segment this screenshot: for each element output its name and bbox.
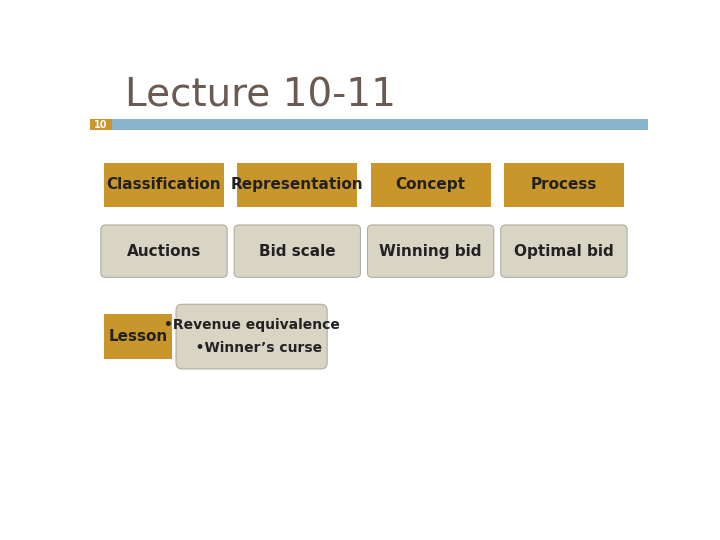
FancyBboxPatch shape <box>500 225 627 278</box>
FancyBboxPatch shape <box>371 163 490 207</box>
FancyBboxPatch shape <box>101 225 228 278</box>
FancyBboxPatch shape <box>238 163 357 207</box>
FancyBboxPatch shape <box>104 314 172 359</box>
Text: 10: 10 <box>94 120 107 130</box>
FancyBboxPatch shape <box>234 225 361 278</box>
Text: Optimal bid: Optimal bid <box>514 244 613 259</box>
FancyBboxPatch shape <box>176 304 327 369</box>
Text: Winning bid: Winning bid <box>379 244 482 259</box>
Text: Lesson: Lesson <box>109 329 168 344</box>
Text: Representation: Representation <box>231 178 364 192</box>
FancyBboxPatch shape <box>504 163 624 207</box>
Text: •Revenue equivalence
   •Winner’s curse: •Revenue equivalence •Winner’s curse <box>163 318 340 355</box>
Text: Concept: Concept <box>395 178 466 192</box>
Bar <box>90 119 112 130</box>
FancyBboxPatch shape <box>104 163 224 207</box>
Text: Classification: Classification <box>107 178 221 192</box>
Text: Bid scale: Bid scale <box>259 244 336 259</box>
Text: Auctions: Auctions <box>127 244 201 259</box>
FancyBboxPatch shape <box>367 225 494 278</box>
Bar <box>90 119 648 130</box>
Text: Lecture 10-11: Lecture 10-11 <box>125 77 396 114</box>
Text: Process: Process <box>531 178 597 192</box>
